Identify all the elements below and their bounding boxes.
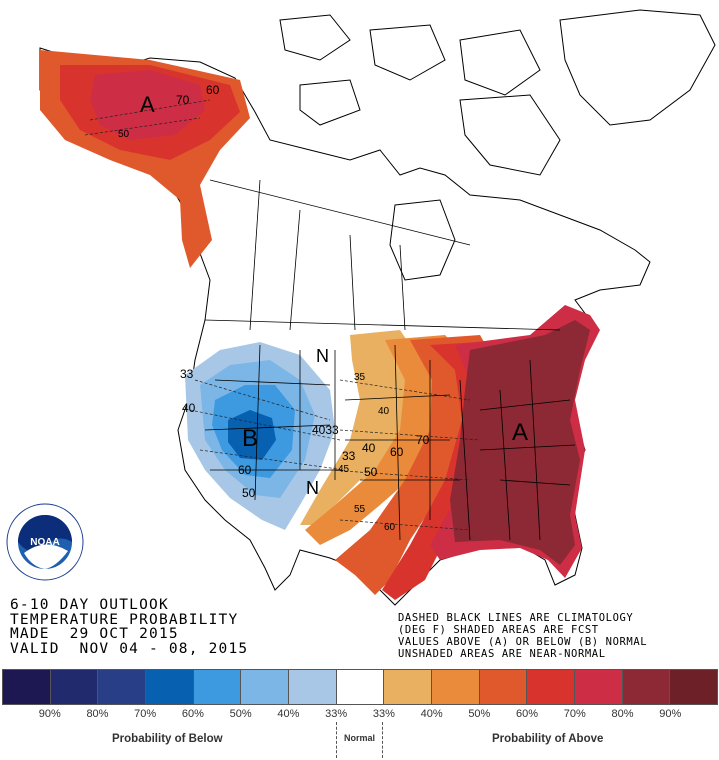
legend-swatch [622, 669, 671, 705]
east-band-40 [305, 335, 470, 545]
alaska-above-label: A [140, 92, 155, 117]
west-40-label: 40 [182, 401, 196, 415]
temperature-outlook-map: A 70 60 50 A B N N 33 40 60 50 4033 35 4… [39, 9, 716, 606]
west-50-label: 50 [242, 486, 256, 500]
central-40a-label: 40 [378, 406, 390, 417]
legend-swatch [479, 669, 528, 705]
legend-label: 90% [659, 708, 682, 720]
alaska-60-label: 60 [206, 83, 220, 97]
normal-label-1: N [316, 346, 329, 366]
legend-swatch [146, 669, 194, 705]
map-notes-block: DASHED BLACK LINES ARE CLIMATOLOGY (DEG … [398, 612, 647, 660]
legend-swatch [50, 669, 99, 705]
title-line-3: MADE 29 OCT 2015 [10, 626, 179, 642]
probability-above-caption: Probability of Above [492, 733, 604, 745]
alaska-above-shading [40, 50, 250, 268]
arctic-island-4 [299, 79, 361, 126]
legend-label: 80% [86, 708, 109, 720]
central-35-label: 35 [354, 372, 366, 383]
note-line-4: UNSHADED AREAS ARE NEAR-NORMAL [398, 648, 606, 660]
legend-swatch [193, 669, 242, 705]
noaa-logo: NOAA [6, 503, 84, 581]
normal-label-2: N [306, 478, 319, 498]
climatology-lines [84, 99, 481, 531]
west-below-shading [185, 342, 335, 530]
east-above-label: A [512, 419, 528, 446]
east-band-33 [300, 330, 430, 525]
legend-label: 50% [468, 708, 491, 720]
legend-label: 33% [325, 708, 348, 720]
legend-label: 40% [420, 708, 443, 720]
arctic-island-1 [279, 14, 351, 61]
west-33-label: 33 [180, 367, 194, 381]
legend-label: 70% [563, 708, 586, 720]
central-4033-label: 4033 [312, 423, 339, 437]
normal-caption: Normal [344, 733, 376, 743]
central-33-label: 33 [342, 449, 356, 463]
alaska-70-label: 70 [176, 93, 190, 107]
legend-label-spacer [694, 708, 718, 720]
legend-label: 40% [277, 708, 300, 720]
east-band-50 [335, 335, 500, 595]
legend-swatch [98, 669, 147, 705]
central-60b-label: 60 [384, 522, 396, 533]
legend-swatch [2, 669, 51, 705]
arctic-island-2 [369, 24, 446, 81]
baffin-island [459, 94, 561, 176]
probability-below-caption: Probability of Below [112, 733, 223, 745]
legend-label: 60% [181, 708, 204, 720]
normal-divider-right [382, 722, 383, 758]
note-line-3: VALUES ABOVE (A) OR BELOW (B) NORMAL [398, 636, 648, 648]
central-60a-label: 60 [390, 445, 404, 459]
central-45-label: 45 [338, 464, 350, 475]
title-line-2: TEMPERATURE PROBABILITY [10, 611, 239, 628]
note-line-2: (DEG F) SHADED AREAS ARE FCST [398, 624, 599, 636]
legend-swatch [336, 669, 385, 705]
legend-label: 33% [372, 708, 395, 720]
greenland-outline [559, 9, 716, 126]
west-60-label: 60 [238, 463, 252, 477]
central-50-label: 50 [364, 465, 378, 479]
legend-label: 50% [229, 708, 252, 720]
probability-legend-bar [2, 669, 719, 705]
hudson-bay [389, 199, 456, 281]
legend-label: 70% [134, 708, 157, 720]
legend-swatch [432, 669, 480, 705]
legend-swatch [670, 669, 719, 705]
legend-swatch [241, 669, 290, 705]
normal-divider-left [336, 722, 337, 758]
title-line-1: 6-10 DAY OUTLOOK [10, 597, 169, 613]
probability-legend-labels: 90% 80% 70% 60% 50% 40% 33% 33% 40% 50% 60% 70% 80% 9… [2, 708, 718, 720]
east-band-80 [450, 320, 590, 565]
alaska-band-70 [90, 70, 205, 140]
note-line-1: DASHED BLACK LINES ARE CLIMATOLOGY [398, 612, 634, 624]
outlook-title-block: 6-10 DAY OUTLOOK TEMPERATURE PROBABILITY… [10, 598, 248, 656]
arctic-island-3 [459, 29, 541, 96]
west-below-label: B [242, 425, 258, 452]
legend-label: 80% [611, 708, 634, 720]
alaska-50-label: 50 [118, 129, 130, 140]
legend-swatch [575, 669, 623, 705]
west-band-60 [228, 410, 276, 460]
legend-label: 90% [38, 708, 61, 720]
central-70-label: 70 [416, 433, 430, 447]
title-line-4: VALID NOV 04 - 08, 2015 [10, 640, 249, 657]
legend-swatch [527, 669, 576, 705]
legend-label: 60% [516, 708, 539, 720]
noaa-logo-text: NOAA [30, 537, 59, 548]
legend-swatch [384, 669, 433, 705]
map-labels: A 70 60 50 A B N N 33 40 60 50 4033 35 4… [118, 83, 528, 533]
legend-label-spacer [2, 708, 26, 720]
political-borders [204, 179, 576, 541]
legend-swatch [289, 669, 337, 705]
east-above-shading [300, 305, 600, 600]
central-40b-label: 40 [362, 441, 376, 455]
central-55-label: 55 [354, 504, 366, 515]
